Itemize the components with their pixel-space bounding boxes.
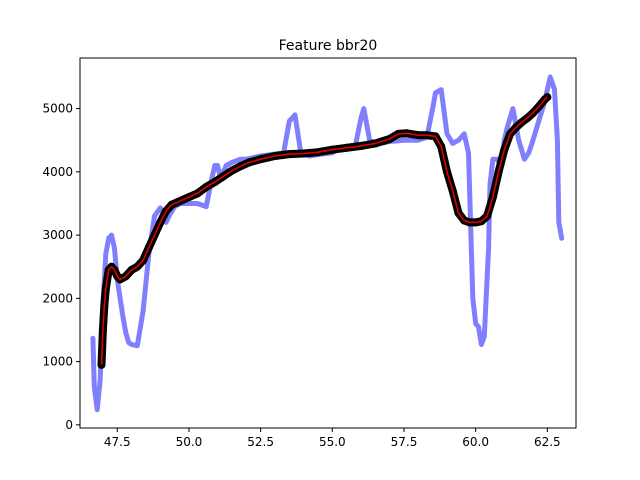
series-line-2 bbox=[100, 96, 548, 365]
x-tick-label: 50.0 bbox=[176, 435, 203, 449]
x-tick-label: 55.0 bbox=[319, 435, 346, 449]
x-tick-label: 62.5 bbox=[534, 435, 561, 449]
x-axis: 47.5 50.0 52.5 55.0 57.5 60.0 62.5 bbox=[104, 428, 561, 449]
chart-title: Feature bbr20 bbox=[279, 38, 378, 54]
x-tick-label: 57.5 bbox=[391, 435, 418, 449]
x-tick-label: 47.5 bbox=[104, 435, 131, 449]
y-axis: 0 1000 2000 3000 4000 5000 bbox=[42, 102, 80, 432]
y-tick-label: 3000 bbox=[42, 228, 73, 242]
y-tick-label: 2000 bbox=[42, 291, 73, 305]
y-tick-label: 0 bbox=[65, 418, 73, 432]
y-tick-label: 5000 bbox=[42, 102, 73, 116]
plot-area bbox=[90, 74, 565, 413]
y-tick-label: 4000 bbox=[42, 165, 73, 179]
y-tick-label: 1000 bbox=[42, 355, 73, 369]
axes-frame bbox=[79, 57, 577, 429]
x-tick-label: 52.5 bbox=[247, 435, 274, 449]
x-tick-label: 60.0 bbox=[462, 435, 489, 449]
